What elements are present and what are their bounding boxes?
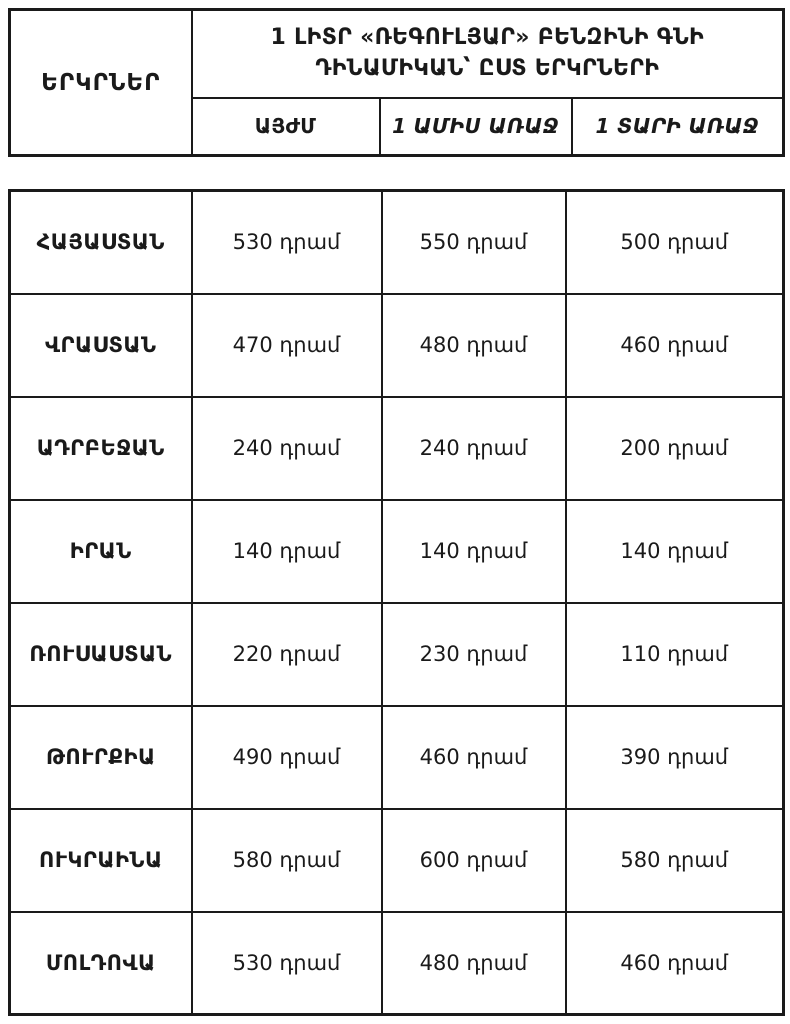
countries-column-header: ԵՐԿՐՆԵՐ [8,8,193,157]
price-now-cell: 580 դրամ [190,807,383,913]
price-month-ago-cell: 140 դրամ [380,498,567,604]
price-year-ago-cell: 460 դրամ [564,292,785,398]
country-name-cell: ՄՈԼԴՈՎԱ [8,910,193,1016]
price-month-ago-cell: 240 դրամ [380,395,567,501]
price-month-ago-cell: 480 դրամ [380,292,567,398]
country-name-cell: ՌՈՒՍԱՍՏԱՆ [8,601,193,707]
table-row: ՄՈԼԴՈՎԱ 530 դրամ 480 դրամ 460 դրամ [8,910,785,1016]
table-row: ՎՐԱՍՏԱՆ 470 դրամ 480 դրամ 460 դրամ [8,292,785,398]
header-subcolumns-row: ԱՅԺՄ 1 ԱՄԻՍ ԱՌԱՋ 1 ՏԱՐԻ ԱՌԱՋ [10,96,785,157]
table-row: ՈՒԿՐԱԻՆԱ 580 դրամ 600 դրամ 580 դրամ [8,807,785,913]
table-row: ԻՐԱՆ 140 դրամ 140 դրամ 140 դրամ [8,498,785,604]
price-year-ago-cell: 580 դրամ [564,807,785,913]
table-row: ԱԴՐԲԵՋԱՆ 240 դրամ 240 դրամ 200 դրամ [8,395,785,501]
price-year-ago-cell: 200 դրամ [564,395,785,501]
column-header-1-month-ago: 1 ԱՄԻՍ ԱՌԱՋ [378,96,573,157]
table-title-line1: 1 ԼԻՏՐ «ՌԵԳՈՒԼՅԱՐ» ԲԵՆԶԻՆԻ ԳՆԻ [270,24,704,50]
price-now-cell: 530 դրամ [190,910,383,1016]
header-table: ԵՐԿՐՆԵՐ 1 ԼԻՏՐ «ՌԵԳՈՒԼՅԱՐ» ԲԵՆԶԻՆԻ ԳՆԻ Դ… [8,8,786,157]
price-now-cell: 240 դրամ [190,395,383,501]
price-month-ago-cell: 600 դրամ [380,807,567,913]
price-now-cell: 220 դրամ [190,601,383,707]
table-row: ԹՈՒՐՔԻԱ 490 դրամ 460 դրամ 390 դրամ [8,704,785,810]
price-now-cell: 490 դրամ [190,704,383,810]
table-row: ՌՈՒՍԱՍՏԱՆ 220 դրամ 230 դրամ 110 դրամ [8,601,785,707]
country-name-cell: ԱԴՐԲԵՋԱՆ [8,395,193,501]
header-title-row: ԵՐԿՐՆԵՐ 1 ԼԻՏՐ «ՌԵԳՈՒԼՅԱՐ» ԲԵՆԶԻՆԻ ԳՆԻ Դ… [8,8,785,157]
price-year-ago-cell: 140 դրամ [564,498,785,604]
price-table-body: ՀԱՅԱՍՏԱՆ 530 դրամ 550 դրամ 500 դրամ ՎՐԱՍՏԱՆ 4… [8,189,785,1016]
price-year-ago-cell: 110 դրամ [564,601,785,707]
table-title-line2: ԴԻՆԱՄԻԿԱՆ՝ ԸՍՏ ԵՐԿՐՆԵՐԻ [315,55,660,81]
price-now-cell: 470 դրամ [190,292,383,398]
price-year-ago-cell: 500 դրամ [564,189,785,295]
table-row: ՀԱՅԱՍՏԱՆ 530 դրամ 550 դրամ 500 դրամ [8,189,785,295]
country-name-cell: ՀԱՅԱՍՏԱՆ [8,189,193,295]
price-now-cell: 140 դրամ [190,498,383,604]
price-month-ago-cell: 550 դրամ [380,189,567,295]
price-year-ago-cell: 460 դրամ [564,910,785,1016]
price-month-ago-cell: 480 դրամ [380,910,567,1016]
price-now-cell: 530 դրամ [190,189,383,295]
column-header-1-year-ago: 1 ՏԱՐԻ ԱՌԱՋ [570,96,785,157]
price-month-ago-cell: 460 դրամ [380,704,567,810]
price-month-ago-cell: 230 դրամ [380,601,567,707]
column-header-now: ԱՅԺՄ [190,96,381,157]
country-name-cell: ՈՒԿՐԱԻՆԱ [8,807,193,913]
price-table: ՀԱՅԱՍՏԱՆ 530 դրամ 550 դրամ 500 դրամ ՎՐԱՍՏԱՆ 4… [8,189,785,1016]
country-name-cell: ՎՐԱՍՏԱՆ [8,292,193,398]
table-title: 1 ԼԻՏՐ «ՌԵԳՈՒԼՅԱՐ» ԲԵՆԶԻՆԻ ԳՆԻ ԴԻՆԱՄԻԿԱՆ… [190,8,785,99]
country-name-cell: ԹՈՒՐՔԻԱ [8,704,193,810]
price-year-ago-cell: 390 դրամ [564,704,785,810]
country-name-cell: ԻՐԱՆ [8,498,193,604]
